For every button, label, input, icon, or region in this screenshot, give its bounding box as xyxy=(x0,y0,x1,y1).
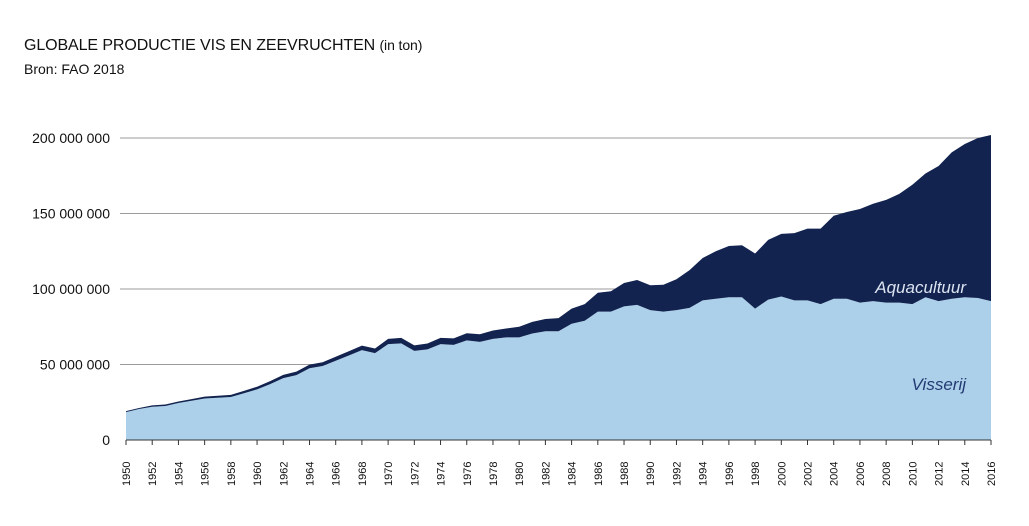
x-tick-label-1970: 1970 xyxy=(383,462,395,486)
x-tick-label-2004: 2004 xyxy=(829,462,841,486)
x-tick-label-2002: 2002 xyxy=(803,462,815,486)
area-visserij xyxy=(126,296,991,440)
x-tick-label-1964: 1964 xyxy=(304,462,316,486)
y-tick-label-1: 50 000 000 xyxy=(40,357,110,373)
y-tick-label-2: 100 000 000 xyxy=(32,281,110,297)
x-tick-label-1988: 1988 xyxy=(619,462,631,486)
series-label-aquacultuur: Aquacultuur xyxy=(874,278,967,297)
chart-source: Bron: FAO 2018 xyxy=(24,61,125,77)
x-tick-label-1986: 1986 xyxy=(593,462,605,486)
x-tick-label-2006: 2006 xyxy=(855,462,867,486)
x-tick-label-1996: 1996 xyxy=(724,462,736,486)
x-tick-label-1958: 1958 xyxy=(226,462,238,486)
x-tick-label-2012: 2012 xyxy=(934,462,946,486)
x-tick-label-1972: 1972 xyxy=(409,462,421,486)
chart-title: GLOBALE PRODUCTIE VIS EN ZEEVRUCHTEN (in… xyxy=(24,37,422,55)
x-tick-label-1992: 1992 xyxy=(671,462,683,486)
x-tick-label-2014: 2014 xyxy=(960,462,972,486)
x-tick-label-2000: 2000 xyxy=(776,462,788,486)
x-tick-label-1960: 1960 xyxy=(252,462,264,486)
x-tick-label-1968: 1968 xyxy=(357,462,369,486)
y-tick-label-0: 0 xyxy=(102,432,110,448)
x-tick-label-1966: 1966 xyxy=(331,462,343,486)
x-tick-label-1956: 1956 xyxy=(200,462,212,486)
x-tick-label-1982: 1982 xyxy=(540,462,552,486)
x-tick-label-1980: 1980 xyxy=(514,462,526,486)
chart-title-text: GLOBALE PRODUCTIE VIS EN ZEEVRUCHTEN xyxy=(24,37,376,54)
x-tick-label-1984: 1984 xyxy=(567,462,579,486)
x-tick-label-2016: 2016 xyxy=(986,462,998,486)
x-tick-label-1952: 1952 xyxy=(147,462,159,486)
x-tick-label-1976: 1976 xyxy=(462,462,474,486)
series-label-visserij: Visserij xyxy=(912,375,968,394)
x-tick-label-1978: 1978 xyxy=(488,462,500,486)
y-tick-label-3: 150 000 000 xyxy=(32,206,110,222)
x-tick-label-1962: 1962 xyxy=(278,462,290,486)
x-tick-label-1950: 1950 xyxy=(121,462,133,486)
chart-title-unit: (in ton) xyxy=(379,37,423,53)
x-tick-label-2008: 2008 xyxy=(881,462,893,486)
x-tick-label-1954: 1954 xyxy=(173,462,185,486)
x-tick-label-1990: 1990 xyxy=(645,462,657,486)
x-tick-label-2010: 2010 xyxy=(907,462,919,486)
y-tick-label-4: 200 000 000 xyxy=(32,130,110,146)
x-tick-label-1998: 1998 xyxy=(750,462,762,486)
x-tick-label-1994: 1994 xyxy=(698,462,710,486)
area-aquacultuur xyxy=(126,134,991,413)
x-tick-label-1974: 1974 xyxy=(436,462,448,486)
